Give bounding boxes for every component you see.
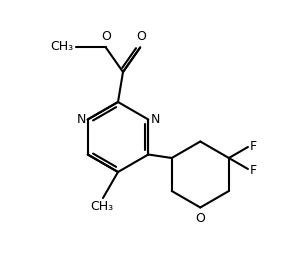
Text: O: O	[101, 30, 111, 44]
Text: CH₃: CH₃	[51, 40, 74, 53]
Text: CH₃: CH₃	[91, 200, 113, 213]
Text: O: O	[136, 30, 146, 44]
Text: N: N	[150, 113, 160, 126]
Text: F: F	[250, 163, 257, 176]
Text: F: F	[250, 139, 257, 152]
Text: O: O	[195, 213, 205, 226]
Text: N: N	[76, 113, 86, 126]
